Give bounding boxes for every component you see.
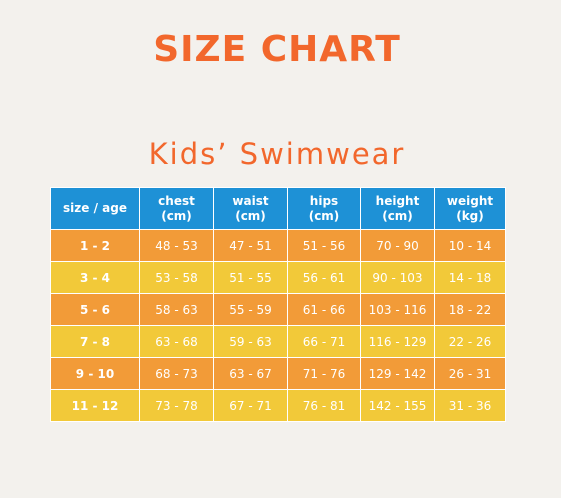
cell-waist: 51 - 55 bbox=[213, 261, 288, 294]
cell-chest: 58 - 63 bbox=[139, 293, 214, 326]
cell-size: 9 - 10 bbox=[50, 357, 140, 390]
header-waist: waist (cm) bbox=[213, 187, 288, 230]
header-height: height (cm) bbox=[360, 187, 435, 230]
cell-weight: 14 - 18 bbox=[434, 261, 506, 294]
table-row: 1 - 2 48 - 53 47 - 51 51 - 56 70 - 90 10… bbox=[50, 229, 506, 262]
cell-chest: 63 - 68 bbox=[139, 325, 214, 358]
header-weight-unit: (kg) bbox=[456, 208, 484, 223]
table-row: 11 - 12 73 - 78 67 - 71 76 - 81 142 - 15… bbox=[50, 389, 506, 422]
cell-weight: 26 - 31 bbox=[434, 357, 506, 390]
header-chest: chest (cm) bbox=[139, 187, 214, 230]
table-row: 9 - 10 68 - 73 63 - 67 71 - 76 129 - 142… bbox=[50, 357, 506, 390]
cell-hips: 71 - 76 bbox=[287, 357, 361, 390]
cell-hips: 51 - 56 bbox=[287, 229, 361, 262]
header-waist-label: waist bbox=[232, 193, 269, 208]
cell-hips: 56 - 61 bbox=[287, 261, 361, 294]
cell-size: 1 - 2 bbox=[50, 229, 140, 262]
header-size-age-label: size / age bbox=[63, 201, 127, 215]
header-height-unit: (cm) bbox=[382, 208, 413, 223]
cell-hips: 76 - 81 bbox=[287, 389, 361, 422]
cell-weight: 22 - 26 bbox=[434, 325, 506, 358]
cell-height: 90 - 103 bbox=[360, 261, 435, 294]
header-row: size / age chest (cm) waist (cm) hips (cm) … bbox=[50, 187, 506, 230]
cell-waist: 55 - 59 bbox=[213, 293, 288, 326]
cell-size: 3 - 4 bbox=[50, 261, 140, 294]
cell-waist: 47 - 51 bbox=[213, 229, 288, 262]
page-title: SIZE CHART bbox=[153, 29, 401, 70]
cell-size: 5 - 6 bbox=[50, 293, 140, 326]
cell-hips: 61 - 66 bbox=[287, 293, 361, 326]
header-hips-unit: (cm) bbox=[308, 208, 340, 223]
cell-waist: 67 - 71 bbox=[213, 389, 288, 422]
cell-waist: 63 - 67 bbox=[213, 357, 288, 390]
cell-chest: 68 - 73 bbox=[139, 357, 214, 390]
cell-height: 129 - 142 bbox=[360, 357, 435, 390]
table-row: 5 - 6 58 - 63 55 - 59 61 - 66 103 - 116 … bbox=[50, 293, 506, 326]
header-chest-label: chest bbox=[158, 193, 195, 208]
header-weight-label: weight bbox=[446, 193, 494, 208]
header-waist-unit: (cm) bbox=[235, 208, 266, 223]
header-size-age: size / age bbox=[50, 187, 140, 230]
header-chest-unit: (cm) bbox=[161, 208, 192, 223]
page-subtitle: Kids’ Swimwear bbox=[148, 137, 406, 171]
size-chart-table: size / age chest (cm) waist (cm) hips (cm) … bbox=[50, 187, 506, 422]
cell-height: 103 - 116 bbox=[360, 293, 435, 326]
cell-height: 70 - 90 bbox=[360, 229, 435, 262]
cell-waist: 59 - 63 bbox=[213, 325, 288, 358]
cell-weight: 31 - 36 bbox=[434, 389, 506, 422]
header-weight: weight (kg) bbox=[434, 187, 506, 230]
cell-height: 142 - 155 bbox=[360, 389, 435, 422]
cell-size: 11 - 12 bbox=[50, 389, 140, 422]
cell-hips: 66 - 71 bbox=[287, 325, 361, 358]
header-height-label: height bbox=[375, 193, 420, 208]
header-hips-label: hips bbox=[309, 193, 339, 208]
table-row: 7 - 8 63 - 68 59 - 63 66 - 71 116 - 129 … bbox=[50, 325, 506, 358]
cell-chest: 73 - 78 bbox=[139, 389, 214, 422]
table-body: 1 - 2 48 - 53 47 - 51 51 - 56 70 - 90 10… bbox=[50, 229, 506, 422]
table-header: size / age chest (cm) waist (cm) hips (cm) … bbox=[50, 187, 506, 230]
cell-weight: 18 - 22 bbox=[434, 293, 506, 326]
cell-size: 7 - 8 bbox=[50, 325, 140, 358]
cell-height: 116 - 129 bbox=[360, 325, 435, 358]
header-hips: hips (cm) bbox=[287, 187, 361, 230]
cell-chest: 53 - 58 bbox=[139, 261, 214, 294]
cell-chest: 48 - 53 bbox=[139, 229, 214, 262]
table-row: 3 - 4 53 - 58 51 - 55 56 - 61 90 - 103 1… bbox=[50, 261, 506, 294]
cell-weight: 10 - 14 bbox=[434, 229, 506, 262]
